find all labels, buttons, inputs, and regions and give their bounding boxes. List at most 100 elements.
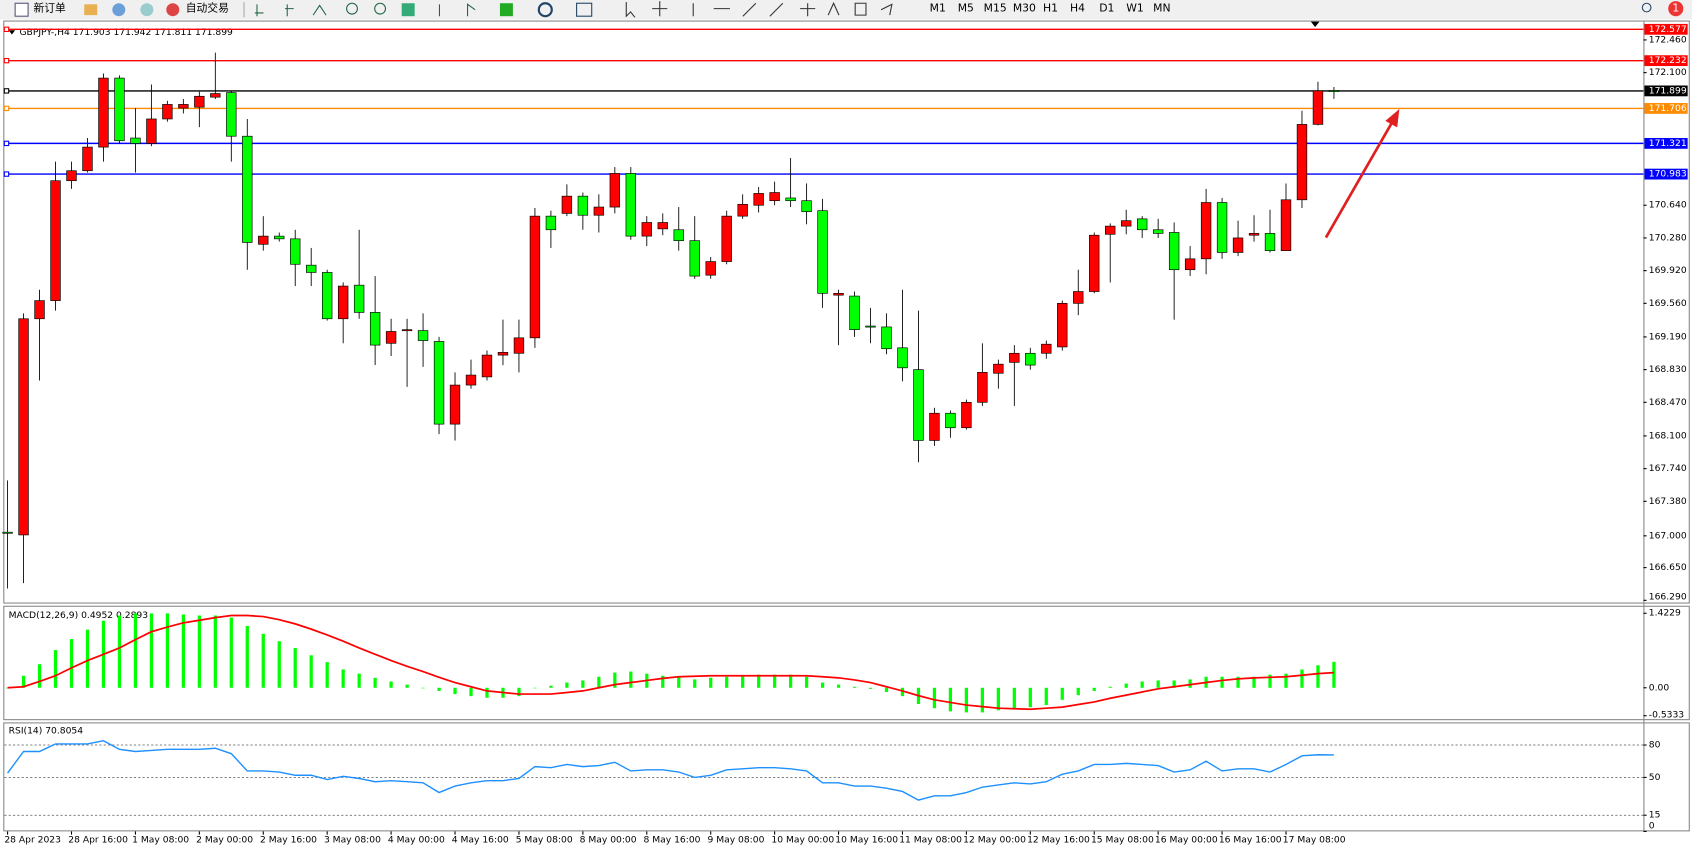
timeframe-button[interactable]: W1 bbox=[1126, 2, 1144, 15]
candle-body bbox=[1264, 233, 1276, 251]
macd-bar bbox=[309, 655, 313, 688]
candle-body bbox=[226, 92, 237, 137]
macd-bar bbox=[1140, 681, 1144, 688]
drawing-tools[interactable] bbox=[625, 1, 816, 18]
x-tick-label: 4 May 00:00 bbox=[388, 835, 445, 846]
chart-shift-marker bbox=[1310, 21, 1320, 27]
macd-bar bbox=[229, 617, 233, 688]
macd-bar bbox=[165, 613, 169, 688]
macd-bar bbox=[277, 641, 281, 688]
level-label-bg bbox=[1644, 85, 1688, 97]
macd-bar bbox=[820, 682, 825, 688]
candle-body bbox=[833, 293, 844, 296]
search-icon[interactable] bbox=[1641, 2, 1652, 13]
timeframe-button[interactable]: M15 bbox=[984, 2, 1007, 15]
macd-bar bbox=[325, 662, 329, 688]
templates-icon[interactable] bbox=[576, 2, 593, 17]
timeframe-button[interactable]: H4 bbox=[1070, 2, 1085, 15]
x-tick-label: 8 May 16:00 bbox=[644, 835, 701, 846]
candle-body bbox=[1184, 258, 1196, 271]
macd-bar bbox=[1124, 683, 1128, 688]
auto-trade-button[interactable]: 自动交易 bbox=[186, 2, 229, 15]
drawing-tools[interactable] bbox=[827, 1, 893, 16]
macd-bar bbox=[661, 675, 665, 688]
candle-body bbox=[1296, 124, 1308, 201]
x-tick-label: 28 Apr 2023 bbox=[4, 835, 61, 846]
candle-body bbox=[673, 229, 684, 241]
macd-bar bbox=[629, 671, 633, 688]
candle-body bbox=[66, 170, 77, 182]
periods-icon[interactable] bbox=[537, 2, 553, 18]
indicators-icon[interactable] bbox=[499, 3, 513, 17]
tile-icon[interactable] bbox=[401, 3, 415, 17]
macd-bar bbox=[613, 672, 617, 688]
candle-body bbox=[785, 197, 796, 202]
candle-body bbox=[1328, 90, 1340, 92]
y-tick-label: 0 bbox=[1649, 821, 1655, 832]
candle-body bbox=[1121, 220, 1132, 227]
rsi-title: RSI(14) 70.8054 bbox=[9, 725, 84, 736]
x-tick-label: 9 May 08:00 bbox=[707, 835, 764, 846]
icon[interactable] bbox=[112, 3, 126, 17]
new-order-button[interactable]: 新订单 bbox=[33, 2, 66, 15]
y-tick-label: 80 bbox=[1649, 740, 1661, 751]
symbol-icon bbox=[8, 30, 16, 35]
y-tick-label: 169.920 bbox=[1649, 265, 1687, 276]
y-tick-label: 167.000 bbox=[1649, 530, 1687, 541]
macd-bar bbox=[1220, 676, 1224, 688]
candle-body bbox=[162, 104, 173, 120]
y-tick-label: 170.640 bbox=[1649, 200, 1687, 211]
rsi-line bbox=[7, 739, 1334, 801]
candle-body bbox=[178, 104, 189, 109]
candle-body bbox=[609, 173, 621, 208]
candle-body bbox=[146, 118, 157, 144]
candle-body bbox=[481, 354, 493, 378]
timeframe-button[interactable]: D1 bbox=[1099, 2, 1114, 15]
candle-body bbox=[1136, 218, 1148, 231]
timeframe-button[interactable]: M1 bbox=[930, 2, 946, 15]
candle-body bbox=[737, 204, 748, 217]
notification-badge[interactable] bbox=[1668, 1, 1684, 17]
scroll-icons[interactable] bbox=[438, 3, 476, 17]
x-tick-label: 11 May 08:00 bbox=[899, 835, 962, 846]
new-order-icon[interactable] bbox=[14, 2, 29, 17]
macd-bar bbox=[1060, 687, 1064, 700]
candle-body bbox=[1248, 233, 1260, 236]
y-tick-label: 169.560 bbox=[1649, 298, 1687, 309]
candle-body bbox=[1312, 90, 1324, 125]
zoom-out[interactable] bbox=[374, 2, 387, 15]
icon[interactable] bbox=[84, 4, 98, 16]
candle-body bbox=[897, 347, 908, 369]
x-tick-label: 3 May 08:00 bbox=[324, 835, 381, 846]
candle-body bbox=[1232, 237, 1244, 253]
candle-body bbox=[625, 173, 636, 237]
macd-bar bbox=[677, 676, 681, 688]
macd-bar bbox=[1156, 680, 1160, 688]
macd-bar bbox=[565, 682, 569, 688]
timeframe-button[interactable]: MN bbox=[1153, 2, 1170, 15]
candle-body bbox=[561, 195, 573, 214]
zoom-in[interactable] bbox=[346, 2, 358, 15]
auto-trade-icon[interactable] bbox=[166, 3, 180, 17]
timeframe-button[interactable]: H1 bbox=[1043, 2, 1058, 15]
candle-body bbox=[1073, 291, 1084, 304]
badge-count: 1 bbox=[1672, 2, 1679, 15]
y-tick-label: 169.190 bbox=[1649, 331, 1687, 342]
timeframe-button[interactable]: M30 bbox=[1013, 2, 1036, 15]
x-tick-label: 16 May 00:00 bbox=[1155, 835, 1218, 846]
level-label: 170.983 bbox=[1649, 169, 1687, 180]
signal-line bbox=[7, 614, 1334, 711]
macd-bar bbox=[884, 687, 889, 692]
chart-type-icons[interactable] bbox=[254, 4, 327, 17]
candle-body bbox=[865, 325, 876, 328]
macd-bar bbox=[725, 676, 729, 688]
y-tick-label: 168.830 bbox=[1649, 364, 1687, 375]
candle-body bbox=[657, 222, 668, 230]
icon[interactable] bbox=[140, 3, 154, 17]
level-label-bg bbox=[1644, 137, 1688, 149]
macd-panel bbox=[3, 605, 1690, 721]
timeframe-button[interactable]: M5 bbox=[958, 2, 974, 15]
x-tick-label: 5 May 08:00 bbox=[516, 835, 573, 846]
level-label-bg bbox=[1644, 168, 1688, 180]
macd-bar bbox=[1236, 676, 1240, 688]
